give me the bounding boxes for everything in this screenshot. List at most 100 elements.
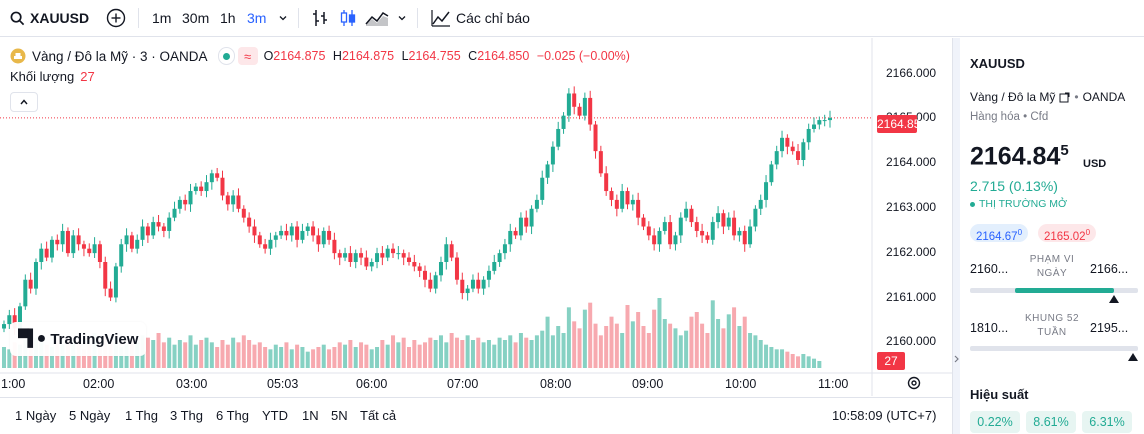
external-link-icon[interactable] (1059, 92, 1070, 103)
volume-bar (236, 342, 241, 368)
top-toolbar: XAUUSD 1m 30m 1h 3m Các chỉ báo (0, 0, 1144, 37)
ask-sup: 0 (1085, 228, 1091, 237)
volume-bar (812, 358, 817, 368)
bar-chart-button[interactable] (311, 0, 329, 36)
volume-bar (145, 337, 150, 368)
volume-bar (753, 335, 758, 368)
candle-body (444, 244, 449, 262)
timeframe-3m[interactable]: 3m (247, 10, 267, 26)
candle-body (726, 217, 731, 227)
volume-bar (524, 337, 529, 368)
volume-bar (327, 349, 332, 368)
range-5y[interactable]: 5N (331, 408, 348, 423)
volume-bar (460, 340, 465, 368)
open-label: O (263, 49, 274, 63)
candle-body (353, 253, 358, 262)
range-5d[interactable]: 5 Ngày (69, 408, 111, 423)
candle-body (625, 191, 630, 205)
candle-body (12, 315, 17, 329)
panel-divider[interactable] (952, 38, 960, 434)
volume-bar (502, 340, 507, 368)
chevron-down-icon (398, 16, 406, 21)
day-range-fill (1015, 288, 1115, 293)
timeframe-30m[interactable]: 30m (182, 10, 210, 26)
week-range-caption-2: TUẦN (1037, 327, 1067, 338)
range-6m[interactable]: 6 Thg (216, 408, 250, 423)
tradingview-watermark[interactable]: ▀▌● TradingView (10, 322, 147, 356)
timeframe-1m[interactable]: 1m (152, 10, 172, 26)
time-tick: 09:00 (632, 377, 664, 391)
volume-bar (614, 323, 619, 368)
day-range-high: 2166... (1090, 262, 1129, 276)
area-chart-button[interactable] (365, 0, 389, 36)
clock-timezone[interactable]: 10:58:09 (UTC+7) (832, 408, 937, 423)
candle-body (769, 164, 774, 183)
candle-body (790, 146, 795, 152)
candle-body (508, 230, 513, 245)
ask-main: 2165.02 (1044, 230, 1086, 243)
chart-settings-button[interactable] (906, 375, 922, 396)
instrument-name[interactable]: Vàng / Đô la Mỹ (970, 90, 1056, 104)
volume-bar (300, 347, 305, 368)
candle-body (593, 124, 598, 152)
volume-bar (7, 349, 12, 368)
volume-bar (193, 344, 198, 368)
range-1m[interactable]: 1 Thg (125, 408, 159, 423)
chevron-down-icon (279, 16, 287, 21)
search-icon (10, 11, 25, 25)
time-tick: 02:00 (83, 377, 115, 391)
candle-chart-button[interactable] (339, 0, 357, 36)
candle-body (529, 208, 534, 227)
candle-body (167, 217, 172, 231)
candle-body (225, 195, 230, 205)
volume-bar (199, 340, 204, 368)
performance-1m[interactable]: 8.61% (1026, 411, 1076, 433)
volume-bar (780, 349, 785, 368)
ask-price: 2165.020 (1038, 224, 1097, 243)
collapse-legend-button[interactable] (10, 92, 38, 112)
volume-bar (396, 342, 401, 368)
candle-body (2, 324, 6, 329)
candle-body (614, 199, 619, 209)
candle-body (518, 217, 523, 236)
range-all[interactable]: Tất cả (360, 408, 397, 423)
symbol-search[interactable]: XAUUSD (10, 0, 89, 36)
volume-bar (508, 335, 513, 368)
candle-body (385, 248, 390, 258)
candle-body (183, 199, 188, 205)
panel-price: 2164.845 (970, 142, 1069, 171)
timeframe-dropdown[interactable] (278, 0, 288, 36)
chart-type-dropdown[interactable] (397, 0, 407, 36)
high-value: 2164.875 (341, 49, 395, 63)
performance-1w[interactable]: 0.22% (970, 411, 1020, 433)
candle-body (359, 253, 364, 258)
candle-body (65, 230, 70, 254)
last-price-badge: 2164.850 (877, 115, 928, 133)
candle-body (215, 173, 220, 178)
timeframe-1h[interactable]: 1h (220, 10, 236, 26)
candle-body (737, 230, 742, 236)
candle-body (407, 257, 412, 262)
candle-body (71, 235, 76, 254)
range-3m[interactable]: 3 Thg (170, 408, 204, 423)
approx-icon[interactable]: ≈ (237, 47, 258, 65)
range-ytd[interactable]: YTD (262, 408, 288, 423)
compare-button[interactable] (106, 0, 126, 36)
performance-3m[interactable]: 6.31% (1082, 411, 1132, 433)
candle-body (156, 222, 161, 227)
range-1d[interactable]: 1 Ngày (15, 408, 57, 423)
volume-bar (305, 351, 310, 368)
candle-body (401, 253, 406, 258)
candle-body (49, 239, 54, 258)
week-range-bar (970, 346, 1138, 351)
volume-bar (513, 342, 518, 368)
indicators-button[interactable]: Các chỉ báo (431, 0, 530, 36)
volume-bar (678, 335, 683, 368)
market-status-toggle[interactable] (217, 47, 235, 65)
candle-body (476, 279, 481, 289)
candle-body (348, 253, 353, 262)
volume-bar (742, 316, 747, 368)
volume-bar (534, 335, 539, 368)
candle-body (108, 288, 113, 298)
range-1y[interactable]: 1N (302, 408, 319, 423)
